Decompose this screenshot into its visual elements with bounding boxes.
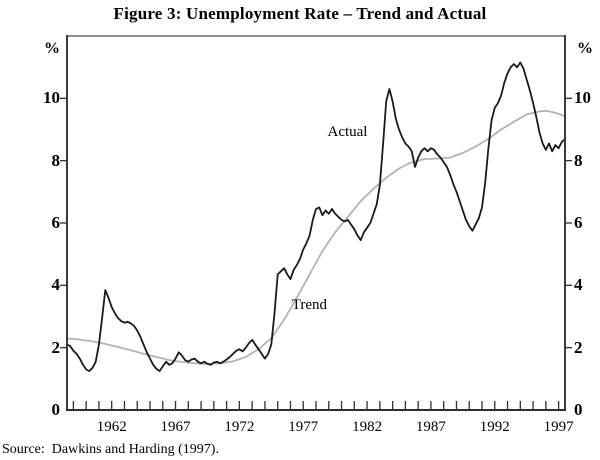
x-axis-label: 1987 bbox=[415, 419, 446, 435]
x-axis-label: 1967 bbox=[160, 419, 191, 435]
y-axis-label-left: 4 bbox=[51, 275, 61, 295]
chart-title: Figure 3: Unemployment Rate – Trend and … bbox=[113, 4, 487, 23]
y-axis-label-left: 6 bbox=[51, 213, 61, 232]
y-axis-unit-right: % bbox=[577, 40, 593, 57]
y-axis-label-right: 10 bbox=[574, 88, 591, 108]
x-axis-label: 1962 bbox=[96, 419, 127, 435]
y-axis-unit-left: % bbox=[44, 40, 60, 57]
y-axis-label-left: 2 bbox=[51, 337, 61, 357]
x-axis-label: 1977 bbox=[288, 419, 319, 435]
y-axis-label-left: 10 bbox=[43, 88, 60, 108]
source-note: Source: Dawkins and Harding (1997). bbox=[2, 442, 219, 457]
trend-line-label: Trend bbox=[291, 297, 328, 314]
x-axis-label: 1997 bbox=[543, 419, 574, 435]
x-axis-label: 1972 bbox=[224, 419, 255, 435]
x-axis-label: 1982 bbox=[352, 419, 383, 435]
y-axis-label-left: 0 bbox=[51, 400, 61, 419]
y-axis-label-right: 8 bbox=[574, 150, 583, 170]
actual-line-label: Actual bbox=[327, 123, 368, 140]
x-axis-label: 1992 bbox=[479, 419, 510, 435]
y-axis-label-right: 2 bbox=[574, 337, 583, 357]
y-axis-label-right: 4 bbox=[574, 275, 583, 295]
y-axis-label-right: 0 bbox=[574, 400, 583, 419]
y-axis-label-right: 6 bbox=[574, 213, 583, 232]
actual-line bbox=[66, 61, 566, 372]
trend-line bbox=[66, 109, 566, 365]
y-axis-label-left: 8 bbox=[51, 150, 61, 170]
